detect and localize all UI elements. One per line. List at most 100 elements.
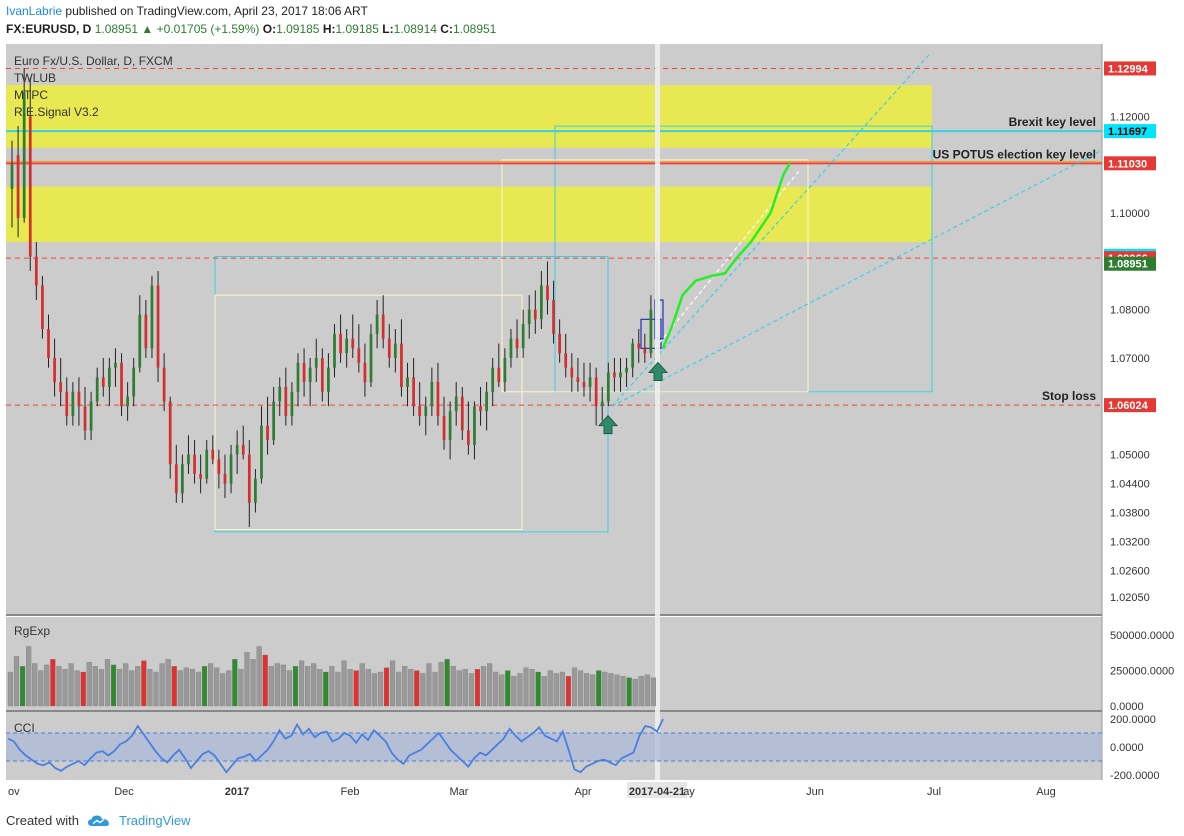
price-label: 1.08951 — [1108, 259, 1148, 271]
candle-body — [308, 367, 312, 383]
candle-body — [290, 391, 294, 416]
price-tick-label: 1.12000 — [1110, 111, 1150, 123]
candle-body — [254, 478, 257, 503]
chart-area[interactable]: Euro Fx/U.S. Dollar, D, FXCM TWLUB MTPC R.E… — [0, 40, 1184, 800]
candle-body — [527, 309, 531, 325]
volume-bar — [311, 663, 317, 707]
volume-bar — [26, 646, 32, 707]
time-axis-background — [6, 780, 1102, 800]
volume-bar — [487, 663, 493, 707]
price-label: 1.12994 — [1108, 63, 1149, 75]
volume-bar — [232, 659, 238, 707]
volume-bar — [365, 669, 371, 707]
time-tick-label: 2017 — [225, 786, 249, 798]
volume-bar — [402, 666, 408, 707]
volume-bar — [135, 666, 141, 707]
volume-bar — [104, 659, 111, 707]
volume-bar — [44, 664, 50, 707]
volume-bar — [262, 654, 268, 707]
trend-line — [611, 53, 931, 407]
current-day-marker — [655, 44, 660, 780]
candle-body — [400, 343, 403, 387]
candle-body — [83, 406, 87, 431]
volume-bar — [577, 670, 584, 707]
candle-body — [260, 425, 263, 479]
volume-bar — [614, 674, 620, 707]
symbol-header: FX:EURUSD, D 1.08951 ▲ +0.01705 (+1.59%)… — [6, 22, 496, 36]
volume-bar — [214, 667, 220, 707]
volume-bar — [559, 671, 565, 707]
indicator-legend-label: MTPC — [14, 88, 48, 102]
candle-body — [181, 464, 184, 494]
chart-title: Euro Fx/U.S. Dollar, D, FXCM — [14, 54, 173, 68]
volume-bar — [571, 667, 578, 707]
last-price: 1.08951 — [94, 22, 139, 36]
trend-line — [611, 149, 1103, 407]
volume-bar — [201, 666, 208, 707]
candle-body — [436, 382, 440, 416]
created-with-text: Created with — [6, 813, 79, 828]
candle-body — [387, 338, 391, 358]
price-chart[interactable]: Euro Fx/U.S. Dollar, D, FXCM TWLUB MTPC R.E… — [0, 40, 1184, 800]
volume-bar — [602, 671, 608, 707]
volume-bar — [86, 661, 92, 707]
volume-bar — [286, 670, 293, 707]
time-tick-label: Jun — [806, 786, 824, 798]
volume-bar — [220, 673, 226, 707]
tradingview-link[interactable]: TradingView — [118, 813, 191, 828]
volume-bar — [92, 666, 98, 707]
price-tick-label: 1.02600 — [1110, 566, 1150, 578]
candle-body — [357, 348, 361, 363]
indicator-legend-label: TWLUB — [14, 71, 56, 85]
candle-body — [533, 309, 537, 320]
candle-body — [247, 454, 251, 503]
candle-body — [485, 391, 488, 412]
volume-bar — [335, 671, 341, 707]
candle-body — [625, 367, 628, 373]
candle-body — [418, 406, 422, 416]
price-label: 1.06024 — [1108, 400, 1149, 412]
volume-bar — [511, 676, 517, 707]
time-tick-label: Feb — [341, 786, 360, 798]
volume-bar — [347, 669, 353, 707]
price-tick-label: 1.08000 — [1110, 305, 1150, 317]
projected-path — [661, 162, 792, 349]
volume-bar — [620, 676, 626, 707]
volume-bar — [480, 666, 487, 707]
candle-body — [631, 343, 635, 368]
candle-body — [594, 377, 598, 407]
volume-bar — [468, 673, 474, 707]
volume-bar — [305, 666, 311, 707]
level-annotation: Stop loss — [1042, 389, 1096, 403]
close-label: C: — [440, 22, 453, 36]
volume-bar — [256, 646, 262, 707]
time-tick-label: Apr — [574, 786, 591, 798]
volume-bar — [341, 660, 347, 707]
author-link[interactable]: IvanLabrie — [6, 4, 63, 18]
candle-body — [174, 464, 178, 494]
volume-bar — [268, 666, 274, 707]
price-label-badge — [1104, 256, 1156, 271]
candle-body — [65, 391, 69, 416]
candle-body — [77, 391, 81, 407]
volume-tick-label: 500000.0000 — [1110, 630, 1174, 642]
candle-body — [521, 324, 525, 349]
candle-body — [199, 473, 203, 479]
open-value: 1.09185 — [276, 22, 320, 36]
volume-bar — [396, 671, 402, 707]
volume-bar — [195, 671, 202, 707]
volume-bar — [474, 669, 481, 707]
volume-bar — [638, 676, 644, 707]
volume-bar — [565, 676, 572, 707]
low-value: 1.08914 — [393, 22, 437, 36]
volume-bar — [244, 652, 250, 707]
candle-body — [34, 256, 38, 286]
change-up-icon: ▲ — [141, 22, 154, 36]
candle-body — [424, 406, 428, 416]
volume-bar — [359, 663, 365, 707]
volume-bar — [98, 669, 104, 707]
candle-body — [41, 285, 44, 329]
volume-bar — [493, 671, 499, 707]
candle-body — [278, 386, 282, 402]
volume-bar — [110, 664, 117, 707]
